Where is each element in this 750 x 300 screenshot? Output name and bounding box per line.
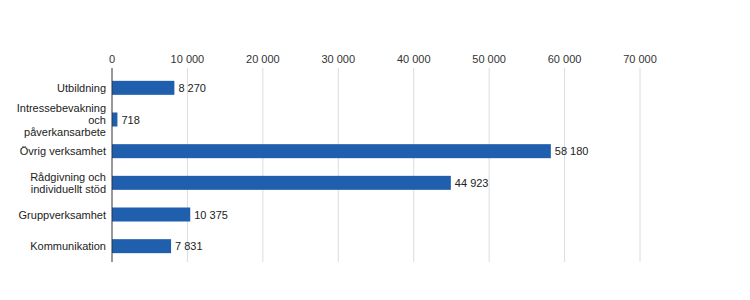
data-label: 44 923 <box>455 177 489 189</box>
data-label: 718 <box>121 114 139 126</box>
bar <box>112 176 451 190</box>
grid-line <box>489 68 490 262</box>
grid-line <box>564 68 565 262</box>
category-labels: Utbildning Intressebevakningochpåverkansa… <box>17 82 106 252</box>
chart-container: 0 10 000 20 000 30 000 40 000 50 000 60 000 70 … <box>0 0 750 300</box>
tick-label: 50 000 <box>472 53 506 65</box>
bar <box>112 239 171 253</box>
data-label: 10 375 <box>194 209 228 221</box>
grid-line <box>187 68 188 262</box>
grid-line <box>338 68 339 262</box>
bars <box>112 81 551 253</box>
grid-line <box>640 68 641 262</box>
bar <box>112 81 174 95</box>
category-label: Utbildning <box>57 82 106 94</box>
tick-label: 30 000 <box>321 53 355 65</box>
tick-label: 10 000 <box>171 53 205 65</box>
tick-label: 40 000 <box>397 53 431 65</box>
category-label: Gruppverksamhet <box>19 209 106 221</box>
bar <box>112 144 551 158</box>
tick-label: 60 000 <box>548 53 582 65</box>
category-label: Rådgivning ochindividuellt stöd <box>30 171 106 195</box>
tick-label: 0 <box>109 53 115 65</box>
tick-label: 70 000 <box>623 53 657 65</box>
bar <box>112 208 190 222</box>
category-label: Intressebevakningochpåverkansarbete <box>17 102 106 138</box>
chart-svg: 0 10 000 20 000 30 000 40 000 50 000 60 000 70 … <box>0 0 750 300</box>
grid-line <box>262 68 263 262</box>
grid <box>187 68 640 262</box>
category-label: Övrig verksamhet <box>20 145 106 157</box>
data-label: 7 831 <box>175 240 203 252</box>
data-labels: 8 270 718 58 180 44 923 10 375 7 831 <box>121 82 588 252</box>
grid-line <box>413 68 414 262</box>
x-tick-labels: 0 10 000 20 000 30 000 40 000 50 000 60 000 70 … <box>109 53 657 65</box>
bar <box>112 113 117 127</box>
data-label: 58 180 <box>555 145 589 157</box>
y-axis-line <box>112 68 113 262</box>
data-label: 8 270 <box>178 82 206 94</box>
tick-label: 20 000 <box>246 53 280 65</box>
category-label: Kommunikation <box>30 240 106 252</box>
